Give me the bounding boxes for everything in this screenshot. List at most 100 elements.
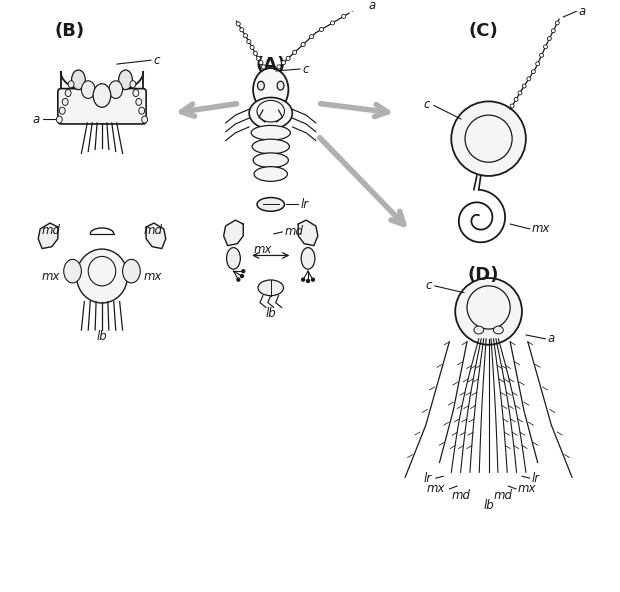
Ellipse shape (71, 70, 86, 89)
Text: mx: mx (143, 269, 162, 282)
Polygon shape (61, 72, 143, 94)
Circle shape (531, 70, 535, 73)
Circle shape (551, 29, 556, 33)
Text: md: md (494, 490, 513, 503)
Text: lr: lr (300, 198, 308, 211)
Circle shape (536, 62, 539, 66)
Circle shape (237, 278, 240, 281)
Circle shape (301, 43, 305, 47)
Text: lb: lb (265, 307, 276, 320)
Circle shape (451, 101, 526, 176)
Circle shape (241, 275, 244, 278)
Ellipse shape (251, 126, 290, 140)
Circle shape (309, 34, 314, 38)
Text: (B): (B) (55, 22, 85, 40)
Circle shape (455, 278, 522, 345)
Ellipse shape (253, 153, 288, 168)
Ellipse shape (81, 81, 95, 98)
Circle shape (254, 52, 257, 56)
Ellipse shape (258, 280, 283, 295)
Circle shape (518, 91, 522, 95)
Ellipse shape (60, 107, 65, 114)
Text: lr: lr (423, 472, 432, 485)
Text: c: c (425, 279, 432, 292)
Ellipse shape (118, 70, 133, 89)
Text: (D): (D) (468, 266, 500, 284)
Ellipse shape (136, 98, 142, 105)
Ellipse shape (93, 83, 111, 107)
Circle shape (256, 56, 260, 60)
Text: mx: mx (518, 482, 536, 496)
Polygon shape (146, 223, 166, 249)
Circle shape (259, 60, 263, 65)
Ellipse shape (249, 98, 293, 129)
Circle shape (556, 21, 559, 25)
Circle shape (544, 45, 547, 49)
Circle shape (342, 14, 346, 18)
Circle shape (236, 22, 241, 26)
Circle shape (262, 65, 265, 69)
Ellipse shape (133, 89, 139, 96)
Text: c: c (302, 63, 309, 76)
Text: c: c (423, 98, 430, 111)
Text: mx: mx (532, 223, 551, 236)
Circle shape (243, 34, 247, 38)
Ellipse shape (474, 326, 484, 334)
Ellipse shape (142, 116, 148, 123)
Ellipse shape (257, 81, 264, 90)
Circle shape (311, 278, 314, 281)
Circle shape (514, 98, 518, 101)
Ellipse shape (226, 247, 241, 269)
Ellipse shape (76, 249, 128, 303)
Circle shape (281, 60, 286, 65)
Ellipse shape (64, 259, 81, 283)
Text: md: md (143, 224, 162, 237)
Text: a: a (33, 112, 40, 126)
Polygon shape (298, 220, 318, 246)
Text: lb: lb (483, 499, 494, 512)
Text: mx: mx (254, 243, 272, 256)
Ellipse shape (109, 81, 123, 98)
Circle shape (250, 46, 254, 50)
Text: lb: lb (97, 330, 107, 343)
Text: md: md (452, 490, 471, 503)
Circle shape (240, 28, 244, 32)
Polygon shape (224, 220, 243, 246)
Circle shape (510, 104, 514, 108)
FancyBboxPatch shape (58, 89, 146, 124)
Text: (C): (C) (469, 22, 498, 40)
Circle shape (539, 53, 544, 57)
Circle shape (247, 40, 251, 44)
Ellipse shape (130, 81, 136, 88)
Circle shape (242, 270, 245, 272)
Ellipse shape (62, 98, 68, 105)
Circle shape (286, 56, 290, 60)
Text: mx: mx (41, 269, 60, 282)
Ellipse shape (254, 166, 288, 181)
Circle shape (306, 279, 309, 282)
Circle shape (277, 65, 281, 69)
Circle shape (302, 278, 304, 281)
Text: a: a (579, 5, 586, 18)
Ellipse shape (123, 259, 140, 283)
Text: mx: mx (427, 482, 445, 496)
Ellipse shape (277, 81, 284, 90)
Ellipse shape (139, 107, 144, 114)
Text: (A): (A) (255, 56, 286, 74)
Circle shape (293, 50, 297, 54)
Circle shape (527, 77, 531, 81)
Ellipse shape (253, 68, 288, 111)
Circle shape (319, 27, 324, 31)
Circle shape (522, 84, 526, 88)
Ellipse shape (68, 81, 74, 88)
Ellipse shape (494, 326, 503, 334)
Ellipse shape (301, 247, 315, 269)
Circle shape (330, 21, 335, 25)
Circle shape (547, 37, 551, 41)
Text: lr: lr (532, 472, 540, 485)
Text: a: a (547, 332, 555, 345)
Text: a: a (369, 0, 376, 12)
Text: md: md (41, 224, 60, 237)
Polygon shape (38, 223, 58, 249)
Ellipse shape (56, 116, 62, 123)
